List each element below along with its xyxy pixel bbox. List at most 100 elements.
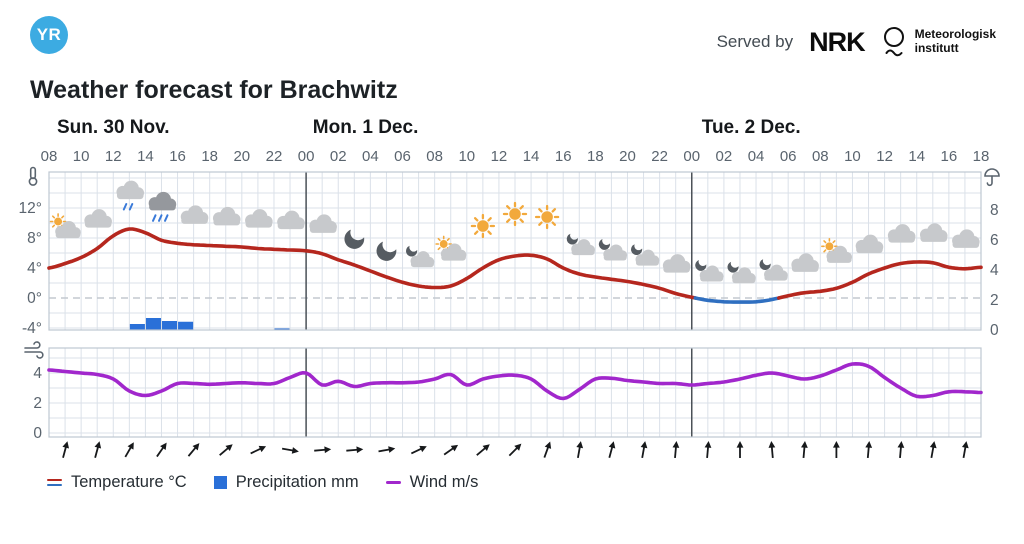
hour-tick-label: 18: [587, 148, 604, 165]
precipitation-axis-label: 4: [990, 262, 999, 279]
wind-direction-arrow: [476, 444, 490, 456]
wind-direction-arrow: [672, 441, 680, 459]
weather-symbol-cloudy: [952, 229, 980, 248]
temperature-axis-label: 4°: [27, 260, 42, 277]
hour-tick-label: 00: [298, 148, 315, 165]
weather-symbol-partly-cloudy-night: [598, 239, 628, 261]
page-title: Weather forecast for Brachwitz: [30, 76, 398, 104]
wind-axis-label: 0: [33, 425, 42, 442]
hour-tick-label: 10: [458, 148, 475, 165]
wind-direction-arrow: [543, 441, 552, 458]
hour-tick-label: 12: [491, 148, 508, 165]
wind-axis-label: 2: [33, 395, 42, 412]
weather-symbol-cloudy: [791, 253, 819, 272]
hour-tick-label: 00: [683, 148, 700, 165]
weather-symbol-partly-cloudy-night: [759, 259, 788, 281]
weather-symbol-sunny: [502, 201, 528, 227]
wind-direction-arrow: [608, 441, 616, 458]
yr-logo-text: YR: [36, 25, 62, 44]
hour-tick-label: 08: [41, 148, 58, 165]
wind-direction-arrow: [833, 441, 840, 458]
nrk-logo[interactable]: NRK: [809, 26, 865, 57]
weather-symbol-partly-cloudy-night: [695, 260, 724, 282]
hour-tick-label: 16: [555, 148, 572, 165]
weather-symbol-cloudy: [180, 205, 209, 224]
hour-tick-label: 04: [362, 148, 379, 165]
temperature-axis-label: 0°: [27, 290, 42, 307]
weather-symbol-rain: [148, 191, 177, 222]
hour-tick-label: 02: [330, 148, 347, 165]
umbrella-icon: [984, 168, 1000, 187]
hour-tick-label: 20: [233, 148, 250, 165]
weather-symbol-clear-night: [344, 229, 365, 249]
hour-tick-label: 10: [844, 148, 861, 165]
wind-direction-arrow: [897, 441, 905, 459]
hour-tick-label: 04: [748, 148, 765, 165]
met-circle-wave-icon: [883, 27, 904, 57]
wind-direction-arrow: [576, 441, 584, 459]
legend-temperature: Temperature °C: [47, 473, 187, 492]
met-name-line2: institutt: [914, 41, 959, 55]
yr-logo[interactable]: YR: [30, 16, 68, 54]
weather-symbol-cloudy: [277, 210, 305, 230]
served-by-label: Served by: [716, 32, 794, 51]
day-label: Mon. 1 Dec.: [313, 117, 419, 138]
weather-symbol-partly-sunny: [435, 235, 467, 261]
precipitation-axis-label: 8: [990, 202, 999, 219]
temperature-axis-label: 12°: [19, 200, 42, 217]
weather-symbol-partly-cloudy-night: [566, 233, 596, 256]
wind-direction-arrow: [346, 446, 364, 454]
weather-symbol-partly-cloudy-night: [406, 245, 435, 268]
temperature-axis-label: 8°: [27, 230, 42, 247]
weather-symbol-cloudy: [245, 209, 273, 228]
legend-precipitation: Precipitation mm: [213, 473, 359, 492]
hour-tick-label: 20: [619, 148, 636, 165]
wind-direction-arrow: [94, 441, 102, 458]
legend-precipitation-label: Precipitation mm: [235, 473, 359, 491]
weather-symbol-partly-cloudy-night: [727, 261, 756, 284]
weather-symbol-light-rain: [116, 180, 145, 211]
wind-direction-arrow: [865, 441, 873, 459]
hour-tick-label: 14: [908, 148, 925, 165]
wind-legend-icon: [385, 481, 401, 484]
attribution-bar: Served by NRK Meteorologisk institutt: [717, 26, 996, 58]
hour-tick-label: 18: [201, 148, 218, 165]
wind-icon: [24, 341, 44, 359]
wind-direction-arrow: [156, 442, 167, 458]
wind-direction-arrow: [704, 441, 712, 459]
weather-symbol-cloudy: [919, 223, 948, 242]
met-institute-logo[interactable]: Meteorologisk institutt: [881, 26, 996, 58]
hour-tick-label: 06: [780, 148, 797, 165]
precipitation-legend-icon: [213, 476, 227, 489]
hour-tick-label: 06: [394, 148, 411, 165]
hour-tick-label: 18: [973, 148, 990, 165]
weather-symbol-cloudy: [84, 209, 112, 228]
wind-direction-arrow: [124, 442, 134, 458]
hour-tick-label: 10: [73, 148, 90, 165]
temperature-legend-icon: [47, 478, 62, 487]
weather-symbol-clear-night: [376, 241, 397, 261]
weather-symbol-partly-sunny: [821, 237, 853, 263]
grid-lines: [48, 172, 982, 437]
met-name-line1: Meteorologisk: [914, 27, 996, 42]
wind-direction-arrow: [768, 441, 776, 459]
wind-direction-arrow: [410, 445, 427, 455]
hour-tick-label: 22: [266, 148, 283, 165]
precipitation-axis-label: 0: [990, 322, 999, 339]
weather-symbol-sunny: [470, 213, 496, 239]
wind-direction-arrow: [508, 443, 522, 457]
met-institute-name: Meteorologisk institutt: [914, 27, 996, 56]
wind-direction-arrow: [961, 441, 969, 459]
wind-direction-arrow: [443, 444, 459, 456]
hour-tick-label: 14: [137, 148, 154, 165]
temperature-line: [777, 260, 983, 300]
wind-direction-arrow: [250, 445, 267, 455]
hour-tick-label: 22: [651, 148, 668, 165]
legend-temperature-label: Temperature °C: [71, 473, 187, 491]
precipitation-axis-label: 2: [990, 292, 999, 309]
weather-symbol-cloudy: [212, 206, 241, 226]
hour-tick-label: 08: [426, 148, 443, 165]
hour-tick-label: 16: [169, 148, 186, 165]
